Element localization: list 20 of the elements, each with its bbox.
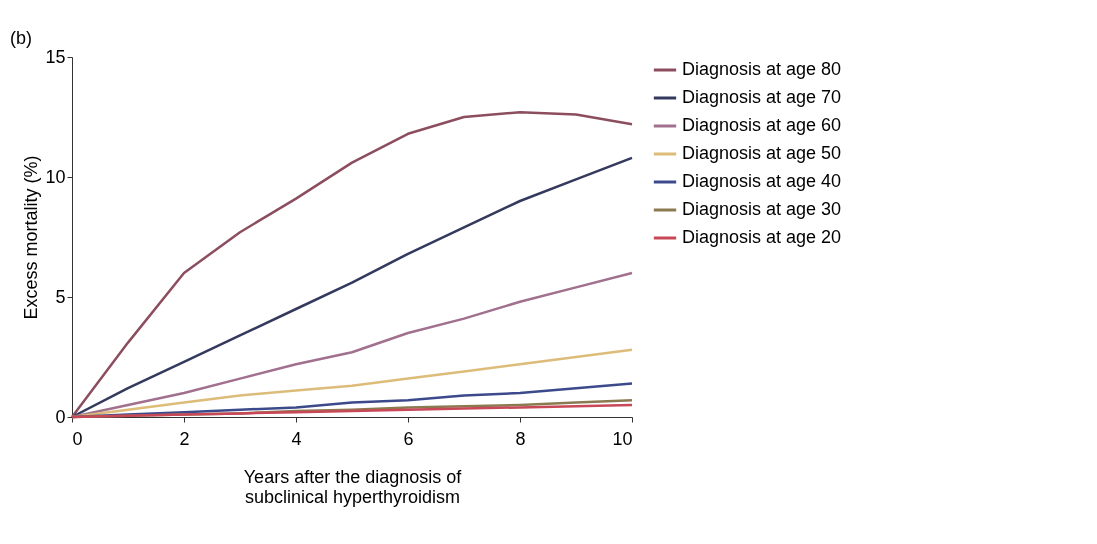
legend-label: Diagnosis at age 30 (682, 199, 842, 219)
legend-label: Diagnosis at age 20 (682, 227, 842, 247)
x-axis-title: Years after the diagnosis of subclinical hyperthyroidism (243, 466, 463, 507)
x-tick-label: 4 (291, 428, 302, 449)
legend-label: Diagnosis at age 50 (682, 143, 842, 163)
x-tick-label: 10 (612, 428, 633, 449)
x-tick-label: 0 (72, 428, 83, 449)
y-tick-label: 5 (55, 286, 66, 307)
legend-label: Diagnosis at age 60 (682, 115, 842, 135)
legend-label: Diagnosis at age 70 (682, 87, 842, 107)
y-tick-label: 15 (45, 46, 66, 67)
legend-label: Diagnosis at age 40 (682, 171, 842, 191)
y-tick-label: 10 (45, 166, 66, 187)
text: (b) (10, 28, 32, 48)
x-tick-label: 2 (179, 428, 190, 449)
x-tick-label: 6 (403, 428, 414, 449)
y-axis-title: Excess mortality (%) (21, 155, 42, 320)
legend-label: Diagnosis at age 80 (682, 59, 842, 79)
x-tick-label: 8 (515, 428, 526, 449)
y-tick-label: 0 (55, 406, 66, 427)
